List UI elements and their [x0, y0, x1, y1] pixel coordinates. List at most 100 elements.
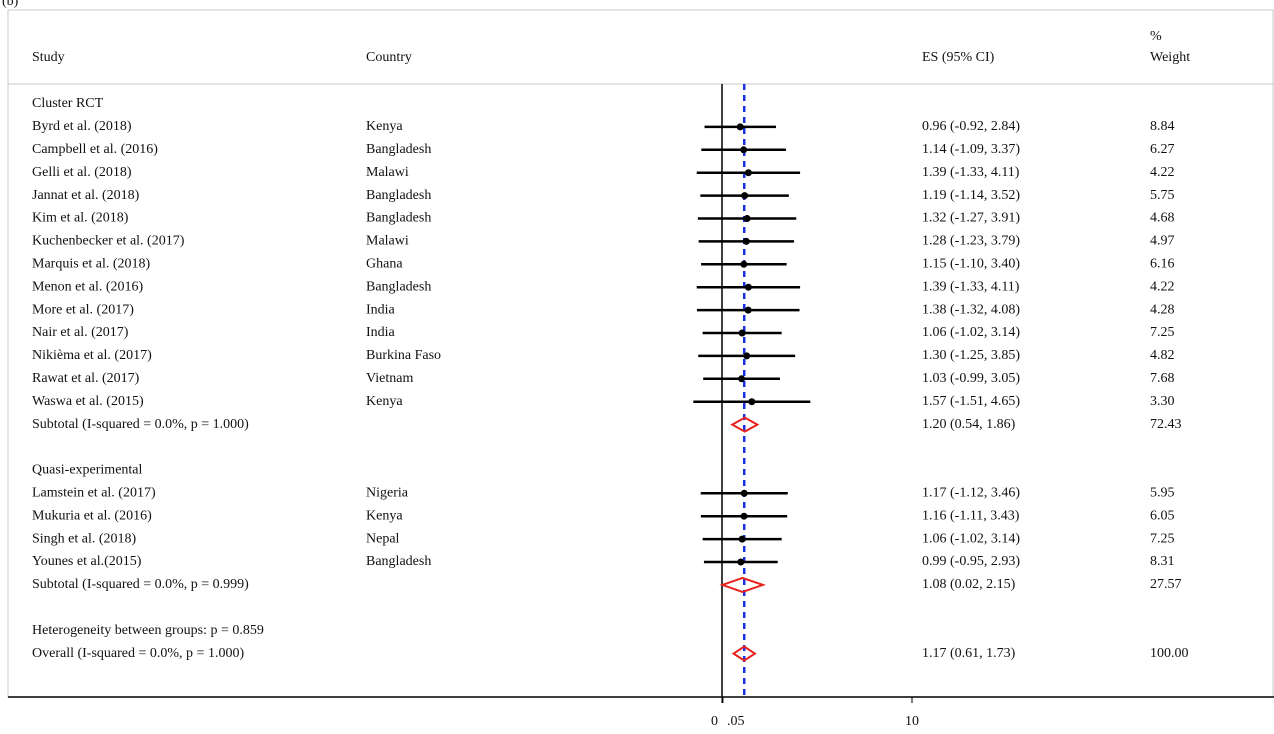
es-ci: 1.17 (-1.12, 3.46): [922, 486, 1020, 501]
country: India: [366, 302, 396, 317]
study-name: Kim et al. (2018): [32, 211, 129, 226]
es-ci: 1.32 (-1.27, 3.91): [922, 211, 1020, 226]
es-ci: 1.16 (-1.11, 3.43): [922, 508, 1020, 523]
es-ci: 1.14 (-1.09, 3.37): [922, 142, 1020, 157]
study-name: Campbell et al. (2016): [32, 142, 158, 157]
weight: 7.25: [1150, 531, 1175, 546]
point-estimate: [740, 260, 748, 268]
es-ci: 1.30 (-1.25, 3.85): [922, 348, 1020, 363]
study-name: Singh et al. (2018): [32, 531, 137, 546]
country: Bangladesh: [366, 554, 431, 569]
es-ci: 1.38 (-1.32, 4.08): [922, 302, 1020, 317]
study-name: Lamstein et al. (2017): [32, 486, 156, 501]
study-name: Nair et al. (2017): [32, 325, 129, 340]
country: Malawi: [366, 165, 409, 180]
weight: 5.75: [1150, 188, 1175, 203]
es-ci: 1.19 (-1.14, 3.52): [922, 188, 1020, 203]
es-ci: 0.99 (-0.95, 2.93): [922, 554, 1020, 569]
point-estimate: [737, 558, 745, 566]
es-ci: 1.17 (0.61, 1.73): [922, 646, 1016, 661]
point-estimate: [744, 283, 752, 291]
overall-diamond: [731, 645, 757, 662]
weight: 4.97: [1150, 234, 1175, 249]
es-ci: 1.06 (-1.02, 3.14): [922, 325, 1020, 340]
weight: 6.05: [1150, 508, 1175, 523]
subtotal-diamond: [730, 416, 760, 433]
point-estimate: [740, 489, 748, 497]
country: India: [366, 325, 396, 340]
es-ci: 1.15 (-1.10, 3.40): [922, 257, 1020, 272]
point-estimate: [740, 146, 748, 154]
study-name: Younes et al.(2015): [32, 554, 142, 569]
country: Nigeria: [366, 486, 409, 501]
es-ci: 0.96 (-0.92, 2.84): [922, 119, 1020, 134]
country: Ghana: [366, 257, 403, 272]
weight: 3.30: [1150, 394, 1175, 409]
x-tick-label: .05: [727, 714, 745, 729]
weight: 100.00: [1150, 646, 1189, 661]
study-name: Jannat et al. (2018): [32, 188, 140, 203]
es-ci: 1.28 (-1.23, 3.79): [922, 234, 1020, 249]
weight: 4.22: [1150, 165, 1175, 180]
point-estimate: [743, 215, 751, 222]
weight: 6.16: [1150, 257, 1175, 272]
weight: 27.57: [1150, 577, 1182, 592]
weight: 8.84: [1150, 119, 1175, 134]
point-estimate: [741, 192, 749, 200]
study-name: Kuchenbecker et al. (2017): [32, 234, 185, 249]
header-es: ES (95% CI): [922, 50, 995, 65]
weight: 7.25: [1150, 325, 1175, 340]
es-ci: 1.06 (-1.02, 3.14): [922, 531, 1020, 546]
point-estimate: [736, 123, 744, 131]
study-name: Menon et al. (2016): [32, 279, 144, 294]
study-name: Gelli et al. (2018): [32, 165, 132, 180]
group-name: Quasi-experimental: [32, 463, 143, 478]
overall-label: Overall (I-squared = 0.0%, p = 1.000): [32, 646, 244, 661]
weight: 72.43: [1150, 417, 1182, 432]
es-ci: 1.08 (0.02, 2.15): [922, 577, 1016, 592]
header-weight-top: %: [1150, 29, 1162, 44]
header-study: Study: [32, 50, 65, 65]
weight: 4.22: [1150, 279, 1175, 294]
x-tick-label: 0: [711, 714, 718, 729]
point-estimate: [743, 352, 751, 360]
chart-title: (b): [2, 0, 19, 9]
weight: 7.68: [1150, 371, 1175, 386]
country: Burkina Faso: [366, 348, 441, 363]
heterogeneity: Heterogeneity between groups: p = 0.859: [32, 623, 264, 638]
panel: [7, 9, 1274, 698]
es-ci: 1.57 (-1.51, 4.65): [922, 394, 1020, 409]
point-estimate: [744, 169, 752, 177]
country: Kenya: [366, 508, 403, 523]
country: Kenya: [366, 394, 403, 409]
weight: 5.95: [1150, 486, 1175, 501]
country: Malawi: [366, 234, 409, 249]
es-ci: 1.39 (-1.33, 4.11): [922, 279, 1020, 294]
header-country: Country: [366, 50, 412, 65]
country: Bangladesh: [366, 188, 431, 203]
study-name: Byrd et al. (2018): [32, 119, 132, 134]
study-name: Rawat et al. (2017): [32, 371, 140, 386]
country: Nepal: [366, 531, 400, 546]
study-name: Mukuria et al. (2016): [32, 508, 152, 523]
es-ci: 1.39 (-1.33, 4.11): [922, 165, 1020, 180]
point-estimate: [738, 329, 746, 337]
subtotal-label: Subtotal (I-squared = 0.0%, p = 1.000): [32, 417, 249, 432]
subtotal-diamond: [719, 576, 766, 593]
weight: 8.31: [1150, 554, 1175, 569]
country: Kenya: [366, 119, 403, 134]
weight: 4.82: [1150, 348, 1175, 363]
es-ci: 1.20 (0.54, 1.86): [922, 417, 1016, 432]
subtotal-label: Subtotal (I-squared = 0.0%, p = 0.999): [32, 577, 249, 592]
weight: 4.28: [1150, 302, 1175, 317]
point-estimate: [740, 512, 748, 520]
study-name: Marquis et al. (2018): [32, 257, 151, 272]
study-name: Nikièma et al. (2017): [32, 348, 152, 363]
country: Bangladesh: [366, 211, 431, 226]
country: Bangladesh: [366, 279, 431, 294]
group-name: Cluster RCT: [32, 96, 104, 111]
country: Bangladesh: [366, 142, 431, 157]
point-estimate: [738, 535, 746, 543]
study-name: Waswa et al. (2015): [32, 394, 144, 409]
